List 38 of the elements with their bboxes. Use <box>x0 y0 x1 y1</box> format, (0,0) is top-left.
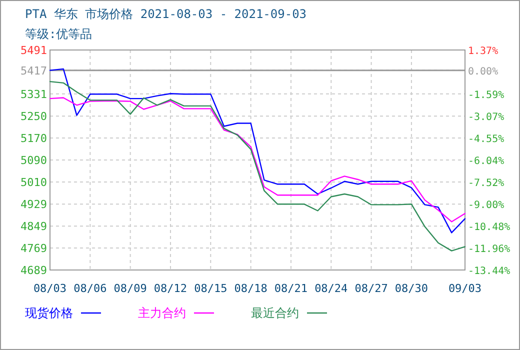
y2-tick-label: -7.52% <box>468 178 504 190</box>
y2-tick-label: -9.00% <box>468 200 504 212</box>
chart-title: PTA 华东 市场价格 2021-08-03 - 2021-09-03 <box>25 7 307 21</box>
legend-label: 最近合约 <box>251 306 299 320</box>
y-tick-label: 4929 <box>20 198 47 212</box>
x-tick-label: 08/30 <box>394 282 428 295</box>
x-tick-label: 08/15 <box>194 282 228 295</box>
x-tick-label: 09/03 <box>448 282 482 295</box>
y-tick-label: 5491 <box>20 44 47 57</box>
x-tick-label: 08/24 <box>314 282 348 295</box>
y-tick-label: 5250 <box>20 110 47 124</box>
chart-subtitle: 等级:优等品 <box>25 27 92 41</box>
y2-tick-label: -1.59% <box>468 90 504 101</box>
y-tick-label: 5170 <box>20 132 47 146</box>
y-tick-label: 4769 <box>20 242 47 256</box>
x-tick-label: 08/27 <box>354 282 388 295</box>
x-tick-label: 08/09 <box>114 282 147 295</box>
y2-tick-label: -3.07% <box>468 112 504 123</box>
y-tick-label: 5417 <box>20 64 47 78</box>
y2-tick-label: -13.44% <box>468 266 510 277</box>
y2-tick-label: -4.55% <box>468 134 504 145</box>
y2-tick-label: -6.04% <box>468 156 504 168</box>
x-tick-label: 08/12 <box>154 282 188 295</box>
x-tick-label: 08/18 <box>234 282 268 295</box>
y2-tick-label: 1.37% <box>468 46 498 57</box>
x-tick-label: 08/21 <box>274 282 308 295</box>
y-tick-label: 5331 <box>20 88 47 101</box>
y-tick-label: 5090 <box>20 154 47 167</box>
legend-label: 现货价格 <box>25 306 73 320</box>
x-tick-label: 08/03 <box>33 282 67 295</box>
y-tick-label: 4849 <box>20 220 47 234</box>
y2-tick-label: -11.96% <box>468 244 510 256</box>
y2-tick-label: -10.48% <box>468 222 510 234</box>
y-tick-label: 5010 <box>20 176 47 189</box>
legend-label: 主力合约 <box>138 306 186 320</box>
x-tick-label: 08/06 <box>74 282 107 295</box>
y2-tick-label: 0.00% <box>468 66 498 78</box>
y-tick-label: 4689 <box>20 264 47 277</box>
